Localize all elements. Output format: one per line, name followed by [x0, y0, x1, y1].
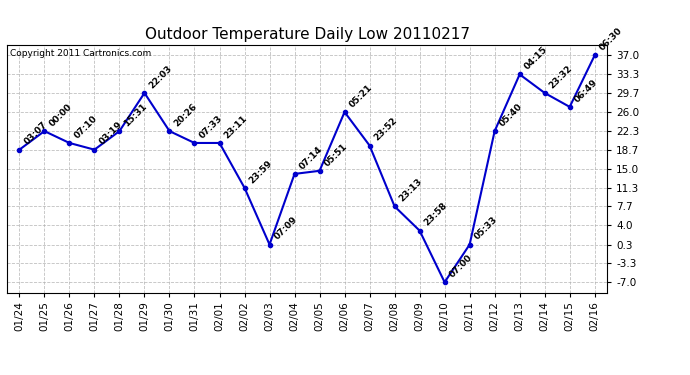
- Text: 05:51: 05:51: [322, 141, 349, 168]
- Text: 07:14: 07:14: [297, 144, 324, 171]
- Text: 22:03: 22:03: [147, 64, 174, 90]
- Text: 07:10: 07:10: [72, 114, 99, 140]
- Text: 05:21: 05:21: [347, 83, 374, 109]
- Text: 00:00: 00:00: [47, 102, 73, 128]
- Text: 05:40: 05:40: [497, 102, 524, 128]
- Text: Copyright 2011 Cartronics.com: Copyright 2011 Cartronics.com: [10, 49, 151, 58]
- Text: 23:11: 23:11: [222, 114, 249, 140]
- Text: 15:31: 15:31: [122, 102, 149, 128]
- Text: 23:13: 23:13: [397, 177, 424, 204]
- Text: 05:33: 05:33: [473, 215, 499, 242]
- Text: 07:09: 07:09: [273, 215, 299, 242]
- Text: 23:32: 23:32: [547, 64, 574, 90]
- Text: 06:30: 06:30: [598, 26, 624, 53]
- Text: 03:07: 03:07: [22, 120, 49, 147]
- Title: Outdoor Temperature Daily Low 20110217: Outdoor Temperature Daily Low 20110217: [144, 27, 470, 42]
- Text: 07:00: 07:00: [447, 253, 474, 279]
- Text: 23:58: 23:58: [422, 201, 449, 228]
- Text: 23:52: 23:52: [373, 116, 399, 143]
- Text: 06:49: 06:49: [573, 77, 599, 104]
- Text: 07:33: 07:33: [197, 114, 224, 140]
- Text: 20:26: 20:26: [172, 102, 199, 128]
- Text: 04:15: 04:15: [522, 45, 549, 72]
- Text: 23:59: 23:59: [247, 158, 274, 185]
- Text: 03:19: 03:19: [97, 120, 124, 147]
